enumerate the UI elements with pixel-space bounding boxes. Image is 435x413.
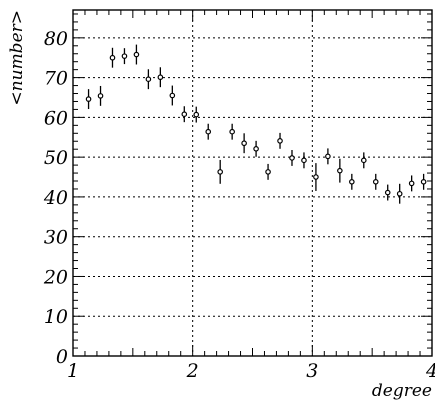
y-tick-label: 80 [44, 28, 68, 50]
data-point [157, 74, 164, 81]
x-tick-label: 1 [67, 360, 79, 382]
data-point [360, 157, 367, 164]
data-point [133, 51, 140, 58]
data-point [349, 179, 355, 185]
data-point [145, 76, 152, 83]
x-axis-label: degree [372, 381, 432, 401]
y-tick-label: 70 [44, 68, 68, 90]
data-point [384, 189, 391, 196]
y-tick-label: 60 [44, 107, 68, 129]
data-point [337, 167, 343, 174]
x-tick-label: 3 [306, 360, 318, 382]
data-point [193, 111, 200, 118]
data-point [169, 92, 176, 99]
y-tick-label: 30 [44, 227, 68, 249]
data-layer [85, 44, 427, 204]
data-point [217, 169, 223, 175]
data-point [313, 174, 319, 180]
data-point [372, 179, 379, 185]
data-point [325, 153, 331, 160]
y-tick-label: 40 [43, 187, 68, 209]
data-point [253, 145, 259, 152]
data-point [121, 53, 128, 59]
data-point [277, 138, 283, 144]
x-tick-label: 4 [425, 360, 435, 382]
data-point [241, 140, 247, 147]
data-point [396, 190, 403, 197]
data-point [229, 128, 235, 135]
data-point [420, 179, 427, 185]
data-point [97, 93, 104, 99]
y-tick-label: 50 [44, 147, 68, 169]
y-axis-label: <number> [7, 10, 27, 106]
data-point [301, 157, 307, 164]
data-point [181, 111, 188, 117]
data-point [109, 54, 116, 61]
y-tick-label: 10 [44, 306, 68, 328]
tick-layer: 0 10 20 30 40 50 60 70 80 1 2 3 4 [43, 10, 435, 382]
data-point [85, 96, 92, 102]
data-point [265, 169, 271, 175]
x-tick-label: 2 [186, 360, 199, 382]
data-point [205, 128, 212, 135]
y-tick-label: 20 [43, 266, 68, 288]
data-point [408, 180, 415, 187]
y-tick-label: 0 [56, 346, 68, 368]
data-point [289, 155, 295, 161]
